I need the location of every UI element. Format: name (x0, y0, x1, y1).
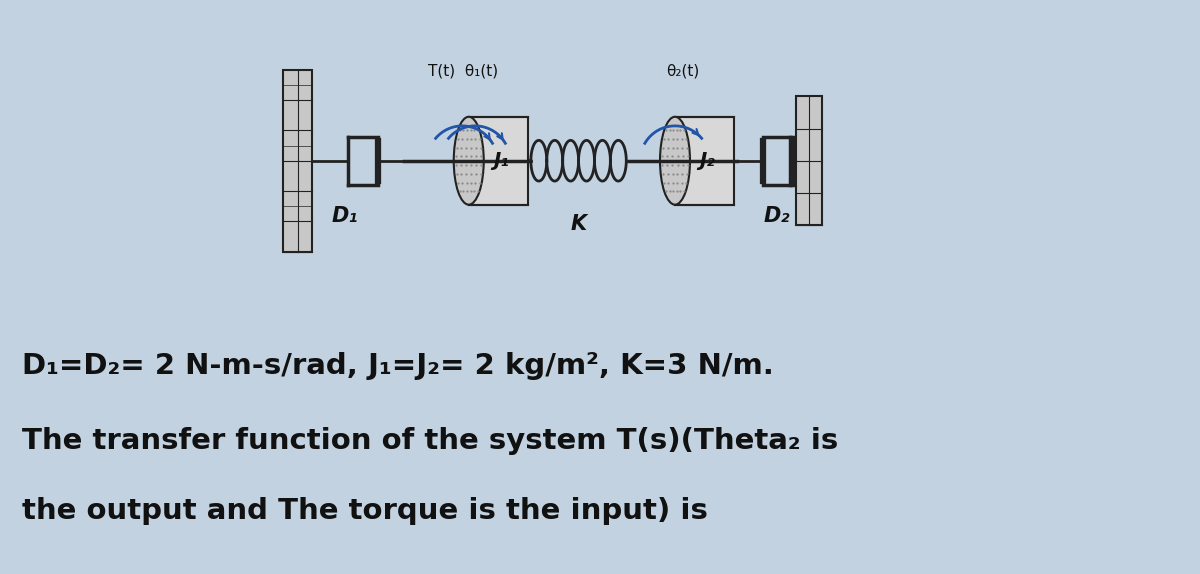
Bar (283, 69, 312, 252)
Bar (676, 117, 734, 205)
Bar (469, 117, 528, 205)
Ellipse shape (660, 117, 690, 205)
Text: J₂: J₂ (700, 151, 715, 170)
Ellipse shape (454, 117, 484, 205)
Text: J₁: J₁ (493, 151, 509, 170)
Text: the output and The torque is the input) is: the output and The torque is the input) … (22, 497, 708, 525)
Text: D₁=D₂= 2 N-m-s/rad, J₁=J₂= 2 kg/m², K=3 N/m.: D₁=D₂= 2 N-m-s/rad, J₁=J₂= 2 kg/m², K=3 … (22, 352, 774, 379)
Text: D₁: D₁ (331, 206, 358, 226)
Text: D₂: D₂ (763, 206, 790, 226)
Text: θ₂(t): θ₂(t) (666, 63, 700, 78)
Text: K: K (570, 214, 587, 234)
Bar (796, 96, 822, 225)
Text: T(t)  θ₁(t): T(t) θ₁(t) (428, 63, 498, 78)
Text: The transfer function of the system T(s)(Theta₂ is: The transfer function of the system T(s)… (22, 428, 839, 455)
